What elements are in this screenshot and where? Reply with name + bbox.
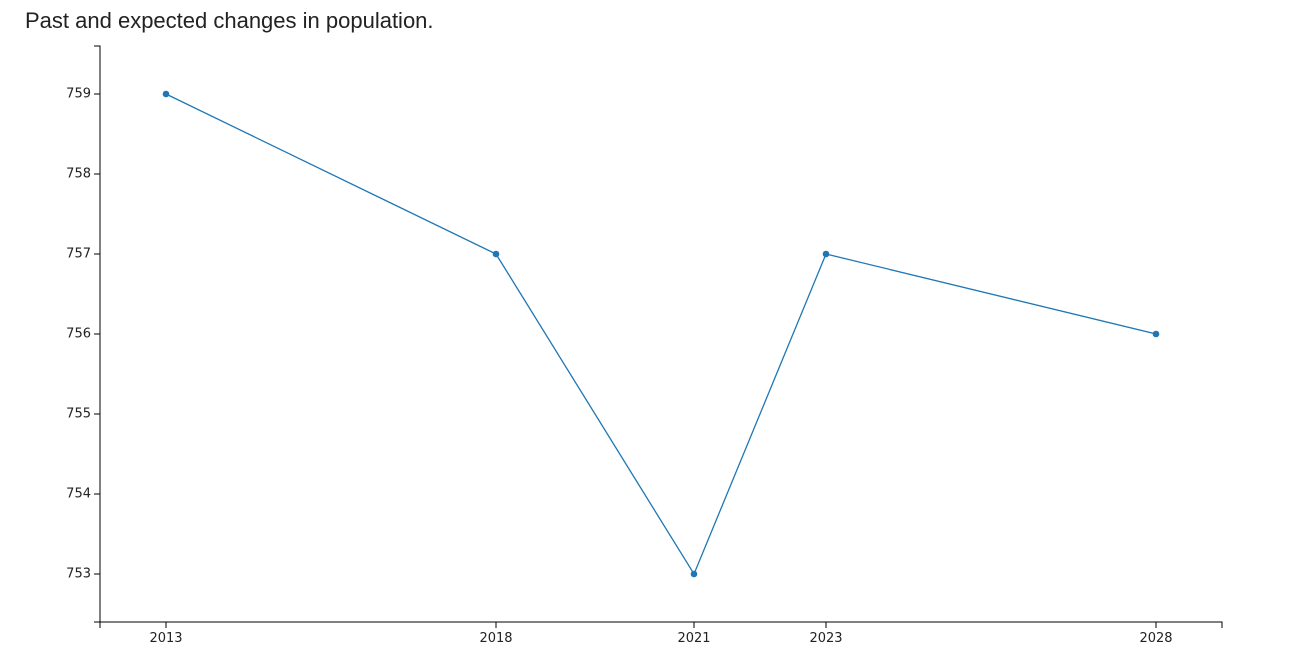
x-tick-label: 2028 xyxy=(1139,631,1172,646)
chart-title: Past and expected changes in population. xyxy=(25,8,434,33)
y-tick-label: 758 xyxy=(66,167,91,182)
x-tick-label: 2013 xyxy=(149,631,182,646)
y-tick-label: 755 xyxy=(66,407,91,422)
data-point xyxy=(822,250,830,258)
series-layer xyxy=(162,90,1160,578)
series-line xyxy=(165,93,1157,576)
x-axis: 2013 2018 2021 2023 2028 xyxy=(99,621,1223,646)
y-tick-label: 753 xyxy=(66,567,91,582)
data-point xyxy=(690,570,698,578)
y-tick-label: 759 xyxy=(66,87,91,102)
x-tick-label: 2021 xyxy=(677,631,710,646)
data-point xyxy=(1152,330,1160,338)
data-point xyxy=(162,90,170,98)
y-tick-label: 754 xyxy=(66,487,91,502)
y-axis: 753 754 755 756 757 758 759 xyxy=(66,45,101,623)
x-tick-label: 2018 xyxy=(479,631,512,646)
data-point xyxy=(492,250,500,258)
x-axis-line xyxy=(99,621,1223,628)
y-tick-label: 757 xyxy=(66,247,91,262)
x-tick-label: 2023 xyxy=(809,631,842,646)
y-tick-label: 756 xyxy=(66,327,91,342)
